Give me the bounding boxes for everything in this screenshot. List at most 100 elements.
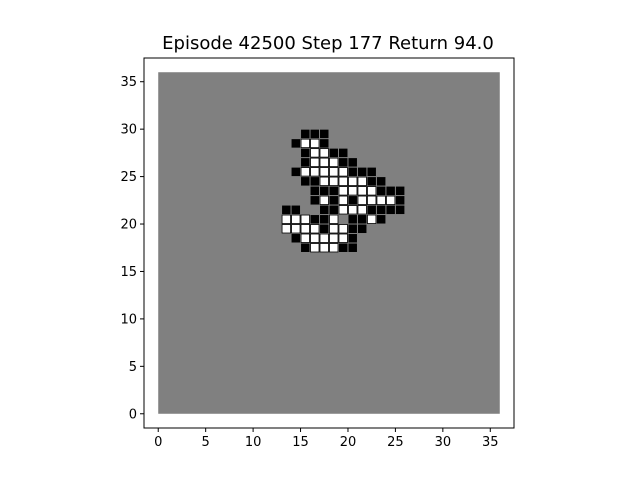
live-cell bbox=[300, 224, 310, 234]
dead-cell bbox=[329, 196, 338, 205]
x-tick-label: 0 bbox=[154, 435, 162, 450]
live-cell bbox=[357, 186, 367, 196]
live-cell bbox=[319, 195, 329, 205]
dead-cell bbox=[301, 129, 310, 139]
x-tick-label: 10 bbox=[245, 435, 262, 450]
dead-cell bbox=[310, 196, 320, 205]
y-tick-label: 15 bbox=[120, 265, 137, 280]
live-cell bbox=[338, 186, 348, 196]
dead-cell bbox=[357, 167, 367, 177]
live-cell bbox=[310, 157, 320, 168]
dead-cell bbox=[301, 158, 310, 167]
y-tick-label: 10 bbox=[120, 312, 137, 327]
live-cell bbox=[319, 243, 329, 253]
y-tick-label: 35 bbox=[120, 75, 137, 90]
dead-cell bbox=[348, 234, 357, 243]
dead-cell bbox=[291, 205, 301, 215]
live-cell bbox=[319, 148, 329, 158]
live-cell bbox=[329, 224, 339, 234]
dead-cell bbox=[348, 167, 357, 177]
dead-cell bbox=[320, 186, 329, 196]
live-cell bbox=[348, 176, 358, 186]
live-cell bbox=[300, 214, 310, 224]
dead-cell bbox=[338, 148, 348, 158]
live-cell bbox=[300, 167, 310, 177]
live-cell bbox=[338, 233, 348, 243]
live-cell bbox=[338, 195, 348, 205]
x-tick-label: 20 bbox=[340, 435, 357, 450]
y-tick-label: 0 bbox=[129, 407, 137, 422]
live-cell bbox=[300, 233, 310, 243]
dead-cell bbox=[348, 158, 357, 167]
x-tick-label: 5 bbox=[202, 435, 210, 450]
dead-cell bbox=[357, 215, 367, 224]
figure-title: Episode 42500 Step 177 Return 94.0 bbox=[162, 33, 494, 54]
grid-background bbox=[158, 72, 500, 414]
live-cell bbox=[310, 243, 320, 253]
dead-cell bbox=[338, 243, 348, 252]
live-cell bbox=[291, 214, 301, 224]
dead-cell bbox=[367, 205, 376, 215]
live-cell bbox=[319, 176, 329, 186]
live-cell bbox=[338, 176, 348, 186]
live-cell bbox=[329, 157, 339, 168]
dead-cell bbox=[329, 148, 338, 158]
dead-cell bbox=[329, 186, 338, 196]
dead-cell bbox=[376, 186, 386, 196]
dead-cell bbox=[386, 205, 395, 215]
dead-cell bbox=[367, 177, 376, 186]
dead-cell bbox=[348, 224, 357, 234]
live-cell bbox=[310, 224, 320, 234]
live-cell bbox=[329, 167, 339, 177]
dead-cell bbox=[301, 243, 310, 252]
dead-cell bbox=[376, 215, 386, 224]
live-cell bbox=[338, 224, 348, 234]
y-tick-label: 20 bbox=[120, 218, 137, 233]
live-cell bbox=[300, 138, 310, 149]
dead-cell bbox=[320, 215, 329, 224]
dead-cell bbox=[310, 186, 320, 196]
live-cell bbox=[291, 224, 301, 234]
live-cell bbox=[367, 186, 377, 196]
x-tick-label: 35 bbox=[482, 435, 499, 450]
dead-cell bbox=[320, 205, 329, 215]
live-cell bbox=[329, 243, 339, 253]
dead-cell bbox=[320, 224, 329, 234]
dead-cell bbox=[348, 215, 357, 224]
dead-cell bbox=[376, 177, 386, 186]
dead-cell bbox=[291, 139, 301, 148]
dead-cell bbox=[291, 167, 301, 177]
x-tick-label: 30 bbox=[435, 435, 452, 450]
x-tick-label: 15 bbox=[292, 435, 309, 450]
live-cell bbox=[357, 195, 367, 205]
y-tick-label: 30 bbox=[120, 123, 137, 138]
live-cell bbox=[310, 167, 320, 177]
live-cell bbox=[329, 214, 339, 224]
live-cell bbox=[348, 186, 358, 196]
dead-cell bbox=[310, 215, 320, 224]
dead-cell bbox=[395, 196, 405, 205]
live-cell bbox=[348, 205, 358, 215]
dead-cell bbox=[367, 167, 376, 177]
live-cell bbox=[376, 195, 386, 205]
x-tick-label: 25 bbox=[387, 435, 404, 450]
dead-cell bbox=[310, 177, 320, 186]
live-cell bbox=[329, 233, 339, 243]
x-axis: 0 5 10 15 20 25 30 35 bbox=[154, 428, 499, 450]
live-cell bbox=[357, 176, 367, 186]
live-cell bbox=[319, 167, 329, 177]
dead-cell bbox=[348, 243, 357, 252]
live-cell bbox=[310, 138, 320, 149]
dead-cell bbox=[320, 129, 329, 139]
cell-layer bbox=[281, 129, 405, 253]
dead-cell bbox=[301, 148, 310, 158]
live-cell bbox=[386, 195, 396, 205]
live-cell bbox=[338, 167, 348, 177]
live-cell bbox=[319, 157, 329, 168]
live-cell bbox=[281, 214, 291, 224]
dead-cell bbox=[301, 177, 310, 186]
live-cell bbox=[367, 195, 377, 205]
dead-cell bbox=[348, 196, 357, 205]
live-cell bbox=[310, 148, 320, 158]
dead-cell bbox=[395, 205, 405, 215]
